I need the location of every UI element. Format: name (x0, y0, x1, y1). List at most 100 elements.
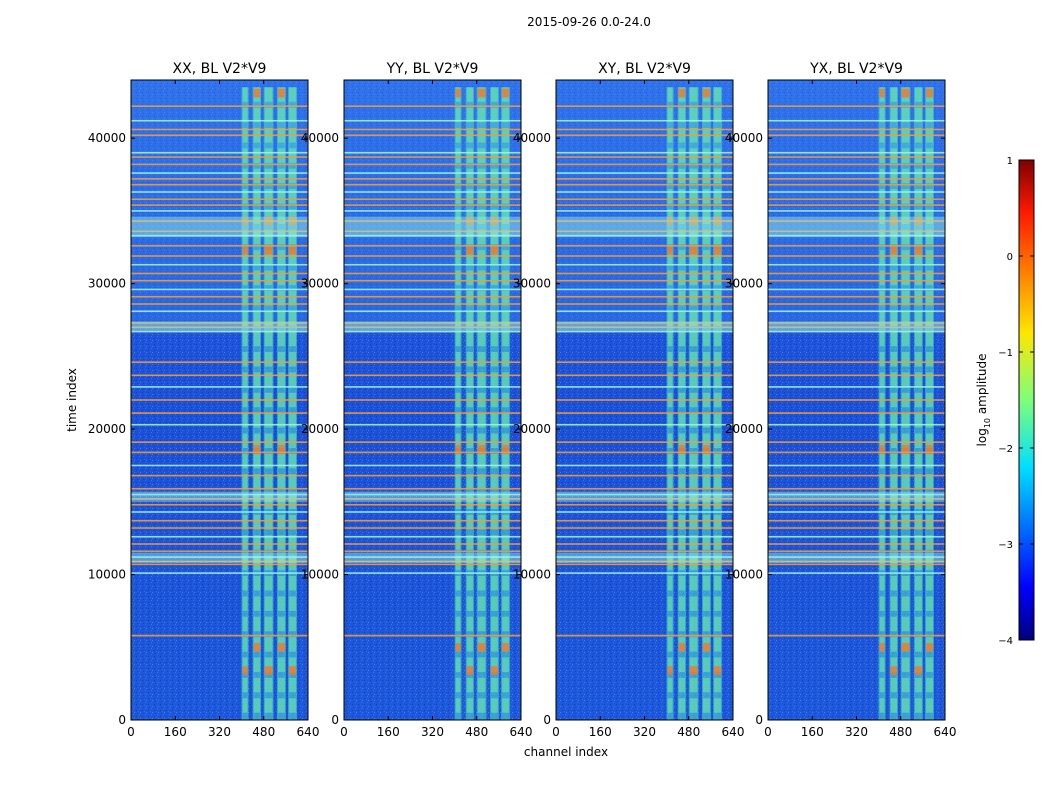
band-segment (678, 698, 685, 713)
band-segment (667, 311, 673, 326)
band-segment (689, 229, 698, 245)
rfi-line (556, 550, 733, 553)
rfi-band (768, 491, 945, 502)
band-segment (455, 229, 461, 245)
rfi-line (131, 172, 308, 174)
band-segment (689, 474, 698, 489)
band-segment (689, 535, 698, 550)
rfi-line (131, 634, 308, 637)
hot-spot (703, 445, 710, 454)
band-segment (890, 535, 897, 550)
band-segment (264, 87, 273, 102)
band-segment (491, 413, 498, 428)
rfi-line (556, 326, 733, 329)
band-segment (678, 677, 685, 693)
band-segment (502, 270, 509, 286)
band-segment (714, 352, 721, 367)
band-segment (455, 311, 461, 326)
band-segment (678, 494, 685, 510)
band-segment (491, 555, 498, 571)
rfi-line (131, 451, 308, 454)
rfi-line (131, 255, 308, 257)
rfi-line (768, 374, 945, 377)
band-segment (890, 453, 897, 469)
band-segment (890, 270, 897, 286)
rfi-line (768, 230, 945, 233)
x-tick-label: 480 (889, 725, 912, 739)
band-segment (491, 209, 498, 224)
band-segment (890, 107, 897, 123)
band-segment (901, 148, 910, 163)
band-segment (264, 413, 273, 428)
band-segment (667, 107, 673, 123)
band-segment (901, 616, 910, 632)
band-segment (667, 453, 673, 469)
rfi-line (556, 487, 733, 490)
band-segment (491, 657, 498, 672)
rfi-line (556, 634, 733, 637)
band-segment (879, 494, 885, 510)
band-segment (477, 311, 486, 326)
rfi-line (768, 183, 945, 186)
rfi-line (344, 210, 521, 212)
band-segment (289, 250, 296, 265)
rfi-line (768, 464, 945, 467)
band-segment (926, 433, 933, 448)
band-segment (901, 657, 910, 672)
band-segment (477, 616, 486, 632)
hot-spot (678, 642, 685, 652)
rfi-line (768, 399, 945, 401)
band-segment (689, 189, 698, 204)
band-segment (242, 290, 248, 306)
rfi-band (556, 491, 733, 502)
band-segment (901, 494, 910, 510)
rfi-line (344, 204, 521, 206)
band-segment (502, 413, 509, 428)
band-segment (901, 250, 910, 265)
band-segment (667, 352, 673, 367)
hot-spot (678, 88, 685, 98)
band-segment (703, 616, 710, 632)
rfi-line (131, 441, 308, 443)
band-segment (242, 433, 248, 448)
band-segment (455, 657, 461, 672)
band-segment (477, 352, 486, 367)
band-segment (926, 596, 933, 611)
band-segment (264, 331, 273, 347)
rfi-line (131, 550, 308, 553)
hot-spot (879, 445, 885, 454)
band-segment (901, 677, 910, 693)
rfi-line (131, 204, 308, 206)
hot-spot (703, 88, 710, 98)
rfi-line (556, 151, 733, 154)
rfi-line (556, 474, 733, 477)
rfi-line (131, 543, 308, 545)
rfi-line (556, 322, 733, 324)
band-segment (264, 453, 273, 469)
rfi-line (556, 134, 733, 137)
rfi-line (768, 441, 945, 443)
band-segment (289, 576, 296, 591)
band-segment (901, 372, 910, 387)
band-segment (491, 514, 498, 530)
band-segment (689, 372, 698, 387)
band-segment (678, 331, 685, 347)
band-segment (901, 555, 910, 571)
hot-spot (879, 88, 885, 98)
hot-spot (242, 666, 248, 675)
hot-spot (455, 642, 461, 652)
band-segment (264, 698, 273, 713)
band-segment (253, 494, 260, 510)
band-segment (915, 616, 922, 632)
rfi-line (344, 105, 521, 107)
band-segment (477, 596, 486, 611)
rfi-line (344, 423, 521, 426)
band-segment (253, 352, 260, 367)
band-segment (667, 372, 673, 387)
band-segment (264, 576, 273, 591)
band-segment (879, 352, 885, 367)
hot-spot (278, 445, 285, 454)
band-segment (502, 372, 509, 387)
rfi-line (344, 464, 521, 467)
